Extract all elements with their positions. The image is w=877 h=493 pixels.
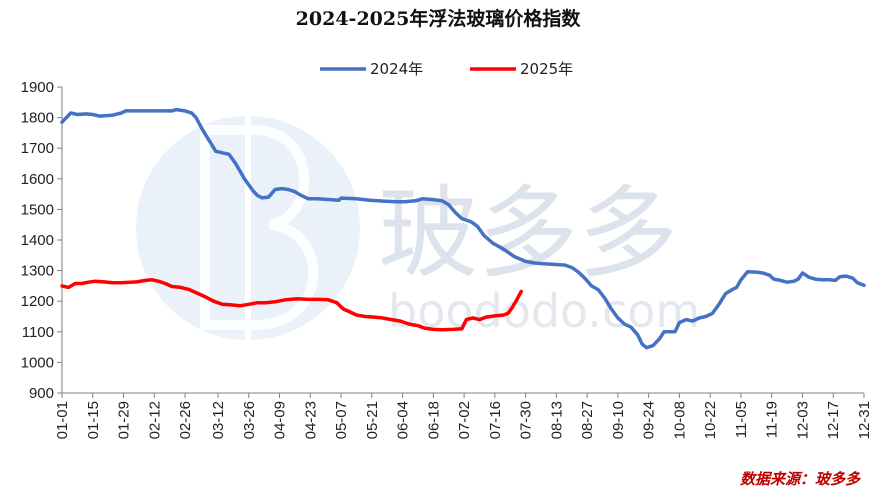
x-tick-label: 07-30: [518, 401, 535, 439]
watermark-logo-letter-icon: [200, 125, 319, 330]
x-tick-label: 11-19: [764, 401, 781, 438]
y-tick-label: 1500: [21, 201, 54, 218]
y-tick-label: 1400: [21, 232, 54, 249]
y-tick-label: 1600: [21, 171, 54, 188]
x-tick-label: 07-16: [487, 401, 504, 439]
x-tick-label: 11-05: [733, 401, 750, 438]
x-tick-label: 05-21: [364, 401, 381, 439]
y-tick-label: 1200: [21, 293, 54, 310]
x-tick-label: 10-08: [671, 401, 688, 439]
series-line-2: [60, 278, 523, 332]
x-tick-label: 06-04: [395, 401, 412, 439]
x-tick-label: 03-26: [241, 401, 258, 439]
data-source-note: 数据来源：玻多多: [740, 470, 861, 488]
x-tick-label: 05-07: [333, 401, 350, 439]
x-tick-label: 07-02: [456, 401, 473, 439]
x-tick-label: 12-03: [794, 401, 811, 439]
x-tick-label: 12-17: [825, 401, 842, 439]
x-tick-label: 01-01: [54, 401, 71, 439]
x-tick-label: 12-31: [856, 401, 873, 439]
x-tick-label: 08-27: [579, 401, 596, 439]
x-tick-label: 01-29: [116, 401, 133, 439]
watermark-brand-cn: 玻多多: [378, 175, 678, 292]
axes: 900 1000 1100 1200 1300 1400 1500 1600 1700 1800 1…: [21, 79, 873, 439]
x-tick-label: 10-22: [702, 401, 719, 439]
x-tick-label: 03-12: [210, 401, 227, 439]
watermark: 玻多多 boododo.com: [136, 100, 700, 355]
y-tick-label: 1800: [21, 110, 54, 127]
legend-label-1: 2024年: [370, 60, 423, 78]
legend: 2024年 2025年: [320, 60, 573, 78]
chart-title: 2024-2025年浮法玻璃价格指数: [296, 7, 582, 30]
series-group: [60, 107, 866, 350]
series-line-1: [60, 107, 866, 350]
y-tick-label: 1300: [21, 263, 54, 280]
x-tick-label: 04-23: [302, 401, 319, 439]
x-tick-label: 04-09: [272, 401, 289, 439]
y-tick-label: 1900: [21, 79, 54, 96]
y-tick-label: 1700: [21, 140, 54, 157]
x-tick-label: 08-13: [548, 401, 565, 439]
y-tick-label: 900: [29, 385, 54, 402]
x-tick-label: 09-10: [610, 401, 627, 439]
x-tick-label: 09-24: [641, 401, 658, 439]
y-tick-label: 1000: [21, 354, 54, 371]
x-tick-label: 06-18: [425, 401, 442, 439]
x-tick-label: 02-12: [146, 401, 163, 439]
x-tick-label: 02-26: [177, 401, 194, 439]
legend-label-2: 2025年: [520, 60, 573, 78]
x-tick-label: 01-15: [85, 401, 102, 439]
y-tick-label: 1100: [22, 324, 54, 341]
